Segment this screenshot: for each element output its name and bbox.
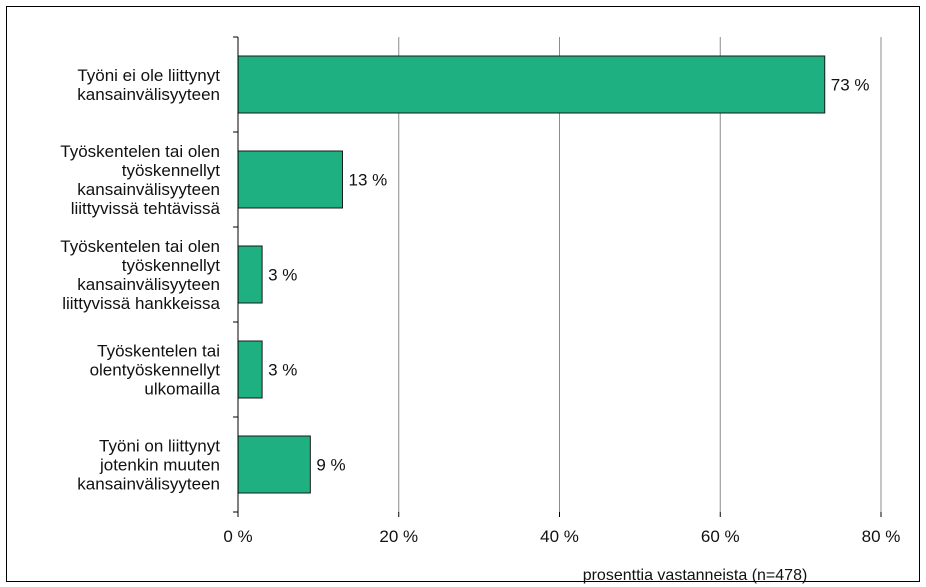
data-label: 3 % <box>268 361 297 380</box>
bar <box>237 340 263 399</box>
category-label: Työskentelen tai olen työskennellyt kansai… <box>60 237 220 313</box>
axes <box>233 36 882 517</box>
x-tick-label: 0 % <box>223 527 252 546</box>
x-tick-label: 60 % <box>701 527 740 546</box>
bar <box>237 150 343 209</box>
x-tick-label: 80 % <box>862 527 901 546</box>
bars <box>237 55 826 494</box>
bar <box>237 55 826 114</box>
category-label: Työskentelen tai olen työskennellyt kansai… <box>60 142 220 218</box>
data-label: 73 % <box>831 76 870 95</box>
labels: 0 % 20 % 40 % 60 % 80 % 73 % Työni ei ole liit… <box>60 66 900 546</box>
category-label: Työni on liittynyt jotenkin muuten kansain… <box>77 437 220 494</box>
category-label: Työni ei ole liittynyt kansainvälisyyteen <box>77 66 220 104</box>
x-tick-label: 20 % <box>379 527 418 546</box>
x-axis-title: prosenttia vastanneista (n=478) <box>583 567 808 584</box>
data-label: 3 % <box>268 266 297 285</box>
category-label: Työskentelen tai olentyöskennellyt ulkomai… <box>90 342 221 399</box>
data-label: 13 % <box>348 171 387 190</box>
gridlines <box>398 37 882 512</box>
data-label: 9 % <box>316 456 345 475</box>
x-tick-label: 40 % <box>540 527 579 546</box>
bar <box>237 435 311 494</box>
bar <box>237 245 263 304</box>
